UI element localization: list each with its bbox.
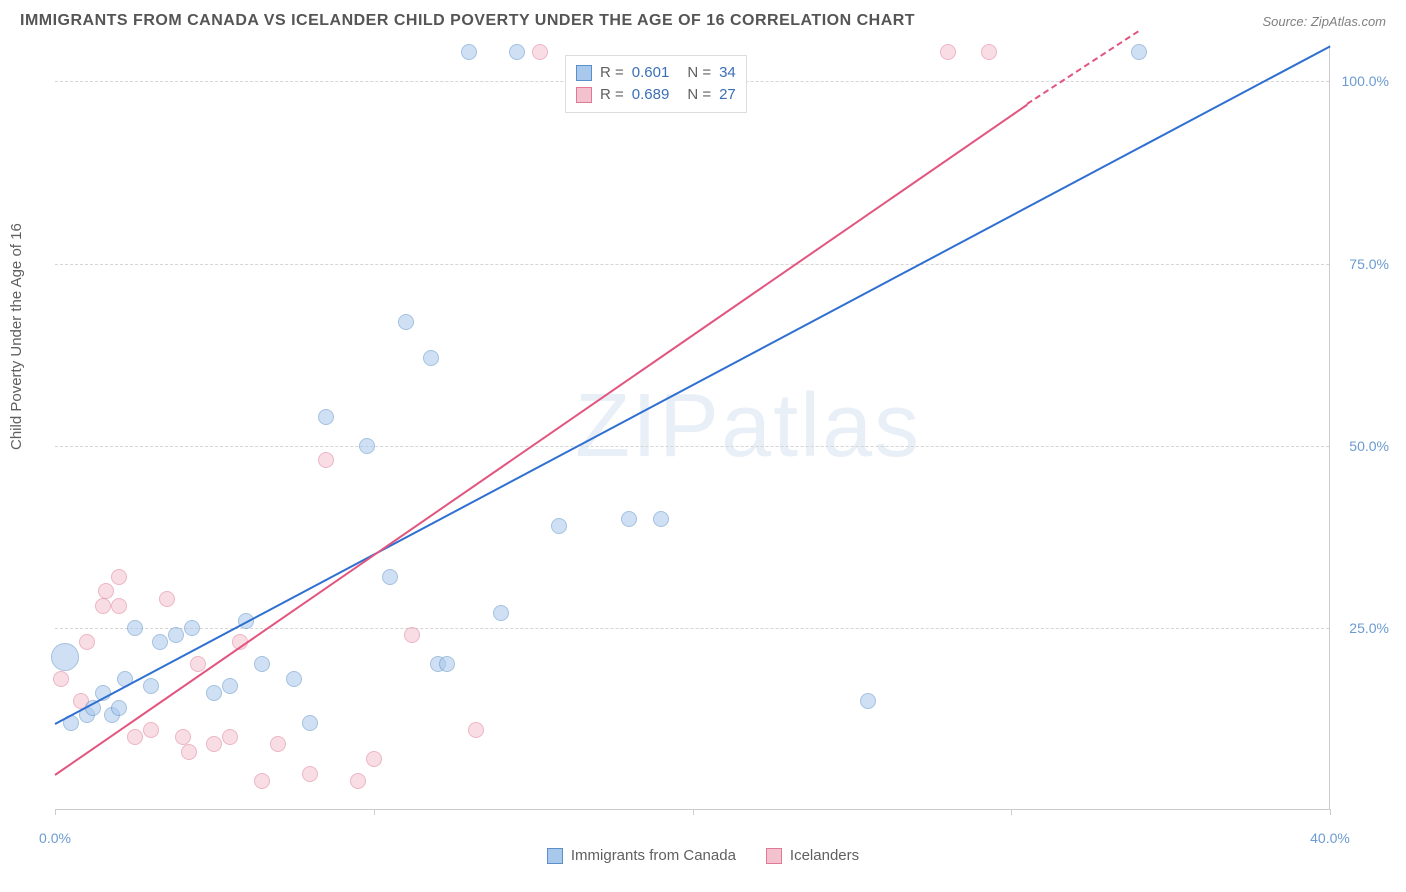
data-point	[184, 620, 200, 636]
data-point	[359, 438, 375, 454]
data-point	[439, 656, 455, 672]
stat-n-value: 34	[719, 62, 736, 84]
data-point	[111, 700, 127, 716]
y-tick-label: 75.0%	[1349, 256, 1389, 272]
legend-swatch-icon	[576, 87, 592, 103]
trend-line-dashed	[1027, 31, 1140, 106]
x-tick	[1330, 809, 1331, 815]
data-point	[222, 678, 238, 694]
legend-item: Immigrants from Canada	[547, 847, 736, 864]
trend-line	[55, 45, 1331, 724]
data-point	[860, 693, 876, 709]
chart-title: IMMIGRANTS FROM CANADA VS ICELANDER CHIL…	[20, 12, 915, 30]
data-point	[493, 605, 509, 621]
correlation-row: R = 0.601 N = 34	[576, 62, 736, 84]
data-point	[350, 773, 366, 789]
data-point	[98, 583, 114, 599]
legend-swatch-icon	[576, 65, 592, 81]
legend-swatch-icon	[547, 848, 563, 864]
data-point	[53, 671, 69, 687]
data-point	[143, 722, 159, 738]
legend-item: Icelanders	[766, 847, 859, 864]
x-tick	[374, 809, 375, 815]
stat-n-label: N =	[687, 84, 711, 106]
data-point	[382, 569, 398, 585]
data-point	[1131, 44, 1147, 60]
x-tick-label: 0.0%	[39, 830, 71, 846]
stat-r-value: 0.601	[632, 62, 670, 84]
trend-line	[54, 103, 1027, 775]
scatter-chart: ZIPatlas 25.0%50.0%75.0%100.0%R =0.601N …	[55, 45, 1330, 810]
data-point	[366, 751, 382, 767]
x-tick	[1011, 809, 1012, 815]
legend-swatch-icon	[766, 848, 782, 864]
data-point	[127, 729, 143, 745]
y-axis-label: Child Poverty Under the Age of 16	[8, 223, 25, 450]
legend: Immigrants from Canada Icelanders	[0, 847, 1406, 864]
data-point	[181, 744, 197, 760]
data-point	[318, 452, 334, 468]
data-point	[206, 736, 222, 752]
correlation-row: R = 0.689 N = 27	[576, 84, 736, 106]
data-point	[551, 518, 567, 534]
data-point	[398, 314, 414, 330]
stat-n-value: 27	[719, 84, 736, 106]
data-point	[423, 350, 439, 366]
data-point	[461, 44, 477, 60]
data-point	[621, 511, 637, 527]
grid-line	[55, 264, 1329, 265]
y-tick-label: 100.0%	[1342, 73, 1389, 89]
data-point	[111, 569, 127, 585]
data-point	[286, 671, 302, 687]
data-point	[111, 598, 127, 614]
data-point	[95, 598, 111, 614]
data-point	[159, 591, 175, 607]
data-point	[143, 678, 159, 694]
y-tick-label: 50.0%	[1349, 438, 1389, 454]
x-tick-label: 40.0%	[1310, 830, 1350, 846]
data-point	[79, 634, 95, 650]
data-point	[222, 729, 238, 745]
grid-line	[55, 446, 1329, 447]
stat-r-value: 0.689	[632, 84, 670, 106]
correlation-legend: R = 0.601 N = 34 R = 0.689 N = 27	[565, 55, 747, 113]
data-point	[152, 634, 168, 650]
data-point	[532, 44, 548, 60]
legend-label: Immigrants from Canada	[571, 847, 736, 864]
data-point	[270, 736, 286, 752]
data-point	[404, 627, 420, 643]
data-point	[318, 409, 334, 425]
data-point	[981, 44, 997, 60]
data-point	[51, 643, 79, 671]
data-point	[127, 620, 143, 636]
x-tick	[693, 809, 694, 815]
data-point	[168, 627, 184, 643]
stat-r-label: R =	[600, 62, 624, 84]
data-point	[254, 656, 270, 672]
data-point	[206, 685, 222, 701]
data-point	[254, 773, 270, 789]
stat-r-label: R =	[600, 84, 624, 106]
data-point	[653, 511, 669, 527]
data-point	[509, 44, 525, 60]
title-bar: IMMIGRANTS FROM CANADA VS ICELANDER CHIL…	[20, 12, 1386, 30]
data-point	[468, 722, 484, 738]
data-point	[302, 766, 318, 782]
x-tick	[55, 809, 56, 815]
legend-label: Icelanders	[790, 847, 859, 864]
watermark: ZIPatlas	[575, 375, 921, 478]
y-tick-label: 25.0%	[1349, 620, 1389, 636]
data-point	[940, 44, 956, 60]
data-point	[302, 715, 318, 731]
stat-n-label: N =	[687, 62, 711, 84]
source-label: Source: ZipAtlas.com	[1262, 14, 1386, 29]
